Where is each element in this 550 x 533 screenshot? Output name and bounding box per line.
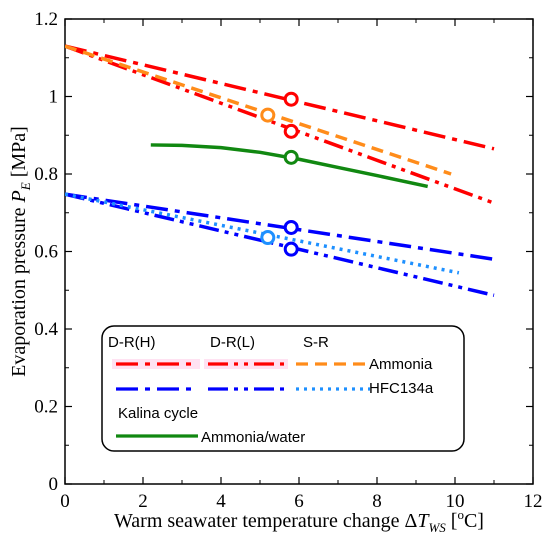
y-tick-label: 0.8 — [34, 164, 58, 185]
series-marker-3 — [283, 219, 299, 235]
series-marker-5 — [260, 230, 276, 246]
legend-header-sr: S-R — [303, 334, 329, 351]
x-axis-label: Warm seawater temperature change ΔTWS [o… — [114, 507, 484, 533]
legend-sample-bg — [112, 359, 200, 369]
series-line-6: Kalina cycle Ammonia/water — [150, 143, 429, 189]
series-line-2: Ammonia S-R — [65, 44, 452, 176]
legend-label-ammonia-water: Ammonia/water — [201, 429, 305, 446]
series-marker-4 — [283, 241, 299, 257]
series-marker-0 — [283, 91, 299, 107]
series-line-0: Ammonia D-R(H) — [65, 44, 495, 151]
y-axis-label-unit: [MPa] — [8, 126, 30, 182]
y-axis-label: Evaporation pressure PE [MPa] — [8, 126, 33, 377]
legend-label-ammonia: Ammonia — [369, 356, 433, 373]
series-lines: Ammonia D-R(H)Ammonia D-R(L)Ammonia S-R H… — [65, 44, 495, 297]
x-axis-label-subscript: WS — [428, 520, 446, 533]
x-axis-label-unit-open: [ — [446, 510, 458, 532]
x-axis-label-symbol: T — [417, 510, 430, 532]
axes: 0 2 4 6 8 10 12 0 0.2 0.4 0.6 0.8 1 1.2 Warm seawater … — [8, 9, 543, 533]
series-line-1: Ammonia D-R(L) — [65, 44, 495, 205]
x-tick-label: 8 — [372, 491, 382, 512]
y-axis-label-subscript: E — [18, 182, 33, 191]
series-line-3: HFC134a D-R(H) — [65, 192, 495, 261]
x-tick-label: 12 — [524, 491, 543, 512]
series-marker-2 — [260, 107, 276, 123]
legend-label-hfc134a: HFC134a — [369, 380, 434, 397]
y-tick-label: 0.4 — [34, 319, 58, 340]
x-axis-label-unit-sup: o — [457, 507, 464, 522]
y-tick-label: 1 — [49, 87, 59, 108]
legend-header-drl: D-R(L) — [210, 334, 255, 351]
x-tick-label: 0 — [60, 491, 70, 512]
y-axis-label-main: Evaporation pressure — [8, 202, 30, 376]
y-tick-label: 0.2 — [34, 397, 58, 418]
x-tick-label: 6 — [294, 491, 304, 512]
y-axis-label-symbol: P — [8, 190, 30, 203]
series-marker-1 — [283, 123, 299, 139]
legend-kalina-title: Kalina cycle — [118, 405, 198, 422]
legend-header-drh: D-R(H) — [108, 334, 155, 351]
series-marker-6 — [283, 149, 299, 165]
series-line-4: HFC134a D-R(L) — [65, 192, 495, 297]
x-tick-label: 10 — [446, 491, 465, 512]
y-tick-label: 0 — [49, 474, 59, 495]
legend: D-R(H) D-R(L) S-R Ammonia HFC134a Kalina… — [101, 325, 465, 452]
x-tick-label: 2 — [138, 491, 148, 512]
x-axis-label-main: Warm seawater temperature change Δ — [114, 510, 417, 532]
x-axis-label-unit-close: C] — [464, 510, 484, 532]
x-tick-label: 4 — [216, 491, 226, 512]
y-tick-label: 1.2 — [34, 9, 58, 30]
y-tick-label: 0.6 — [34, 242, 58, 263]
